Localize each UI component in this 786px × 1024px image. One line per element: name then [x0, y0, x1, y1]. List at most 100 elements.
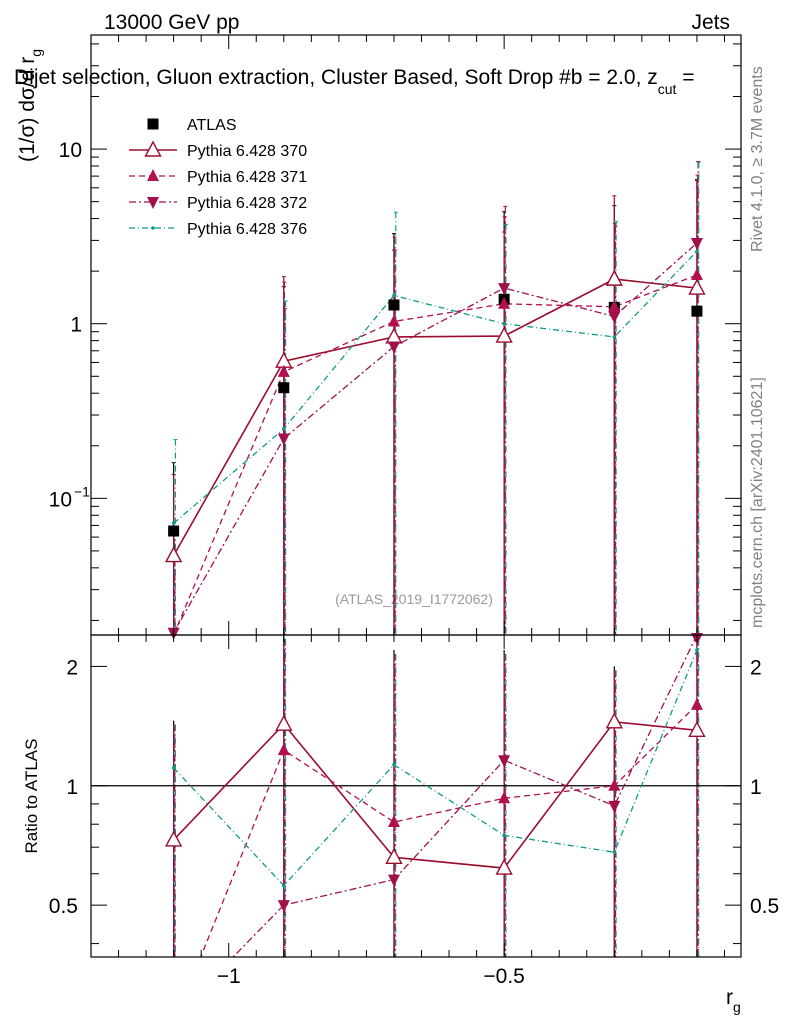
main-point-p376	[171, 521, 176, 526]
main-point-p370	[688, 278, 706, 295]
main-point-p372	[387, 341, 400, 354]
main-point-p372	[608, 311, 621, 324]
ratio-point-p376	[502, 833, 506, 838]
y-tick-label: 1	[70, 314, 82, 337]
ratio-line-p372	[232, 635, 698, 957]
ratio-panel: −1 −0.5 0.5 0.5 1 1 2 2 Ratio to ATLAS	[22, 633, 779, 988]
main-point-p371	[498, 296, 511, 309]
main-point-p371	[387, 314, 400, 327]
ratio-line-p370	[173, 720, 698, 869]
ratio-point-p372	[498, 755, 511, 768]
main-point-p372	[690, 237, 703, 250]
ratio-line-p376	[173, 649, 698, 887]
legend-label-atlas: ATLAS	[187, 117, 237, 134]
ratio-point-p372	[277, 900, 290, 913]
legend-marker-p372	[147, 197, 159, 209]
ratio-frame	[90, 634, 742, 958]
main-point-p371	[608, 299, 621, 312]
legend-label-p372: Pythia 6.428 372	[187, 195, 307, 212]
main-lines	[172, 242, 698, 636]
ratio-y-label: Ratio to ATLAS	[22, 739, 41, 854]
legend-label-p370: Pythia 6.428 370	[187, 143, 307, 160]
x-axis-label: rg	[726, 986, 741, 1015]
main-y-label-text: (1/σ) dσ/d r	[16, 57, 39, 162]
main-point-p370	[605, 269, 623, 286]
legend-marker-p371	[147, 169, 159, 181]
legend-label-p376: Pythia 6.428 376	[187, 221, 307, 238]
legend-marker-p370	[144, 140, 162, 157]
legend-label-p371: Pythia 6.428 371	[187, 169, 307, 186]
ratio-point-p370	[275, 714, 293, 731]
ratio-point-p371	[387, 815, 400, 828]
rivet-label: Rivet 4.1.0, ≥ 3.7M events	[749, 66, 766, 252]
legend: ATLAS Pythia 6.428 370 Pythia 6.428 371 Pyt…	[129, 117, 307, 238]
ratio-axes: −1 −0.5 0.5 0.5 1 1 2 2	[49, 635, 779, 988]
y-tick-exponent: −1	[74, 483, 90, 499]
ratio-point-p372	[608, 800, 621, 813]
main-point-p371	[277, 364, 290, 377]
main-point-p371	[690, 268, 703, 281]
main-point-p376	[392, 293, 396, 298]
ratio-point-p371	[608, 778, 621, 791]
plot-title-sub: cut	[658, 81, 677, 97]
ratio-point-p371	[498, 791, 511, 804]
plot-title-tail: =	[676, 66, 694, 89]
ratio-y-tick-label: 1	[66, 776, 78, 799]
main-markers	[164, 237, 706, 640]
main-point-atlas	[691, 305, 703, 317]
main-point-p376	[502, 321, 506, 326]
ratio-point-p372	[387, 874, 400, 887]
x-tick-label: −0.5	[483, 965, 524, 988]
ratio-point-p371	[277, 743, 290, 756]
ratio-y-tick-label: 0.5	[49, 895, 78, 918]
ratio-y-tick-label: 2	[66, 656, 78, 679]
ratio-point-p370	[688, 720, 706, 738]
plot-title: Dijet selection, Gluon extraction, Clust…	[14, 66, 695, 97]
main-line-p372	[173, 242, 698, 634]
ratio-errorbars	[173, 635, 700, 957]
ratio-point-p371	[690, 697, 703, 710]
ratio-y-tick-label-right: 2	[750, 656, 762, 679]
ratio-point-p370	[164, 830, 183, 847]
ratio-point-p376	[392, 762, 396, 767]
ratio-point-p376	[612, 850, 617, 854]
main-point-p376	[281, 427, 286, 431]
ratio-markers	[164, 633, 706, 913]
main-line-p376	[173, 250, 698, 524]
main-point-p376	[612, 335, 617, 339]
main-y-label-sub: g	[28, 49, 44, 57]
mcplots-label: mcplots.cern.ch [arXiv:2401.10621]	[749, 377, 766, 628]
ratio-point-p376	[171, 765, 176, 770]
ratio-lines	[173, 635, 698, 957]
main-point-atlas	[388, 299, 400, 311]
x-axis-label-sub: g	[733, 999, 741, 1015]
main-point-p372	[277, 433, 290, 446]
plot-title-main: Dijet selection, Gluon extraction, Clust…	[14, 66, 658, 89]
x-axis-label-text: r	[726, 986, 733, 1009]
main-point-p376	[695, 249, 699, 254]
ratio-point-p370	[495, 858, 513, 875]
ratio-y-tick-label-right: 0.5	[750, 895, 779, 918]
header-jets: Jets	[691, 11, 730, 34]
main-point-p370	[495, 326, 513, 343]
y-tick-label: 10	[59, 139, 82, 162]
analysis-watermark: (ATLAS_2019_I1772062)	[335, 591, 493, 607]
legend-marker-p376	[151, 226, 155, 230]
main-point-p370	[164, 546, 183, 563]
y-tick-label: 10	[49, 488, 72, 511]
main-y-label: (1/σ) dσ/d rg	[16, 49, 44, 162]
ratio-point-p376	[281, 883, 286, 888]
main-point-atlas	[168, 525, 180, 537]
ratio-point-p370	[385, 847, 403, 865]
header-energy: 13000 GeV pp	[104, 11, 239, 34]
legend-marker-atlas	[147, 118, 159, 130]
main-line-p371	[173, 274, 698, 636]
ratio-line-p371	[200, 704, 698, 957]
main-point-atlas	[278, 382, 290, 394]
main-point-p370	[385, 327, 403, 344]
ratio-point-p370	[605, 712, 623, 729]
main-point-p372	[498, 283, 511, 296]
